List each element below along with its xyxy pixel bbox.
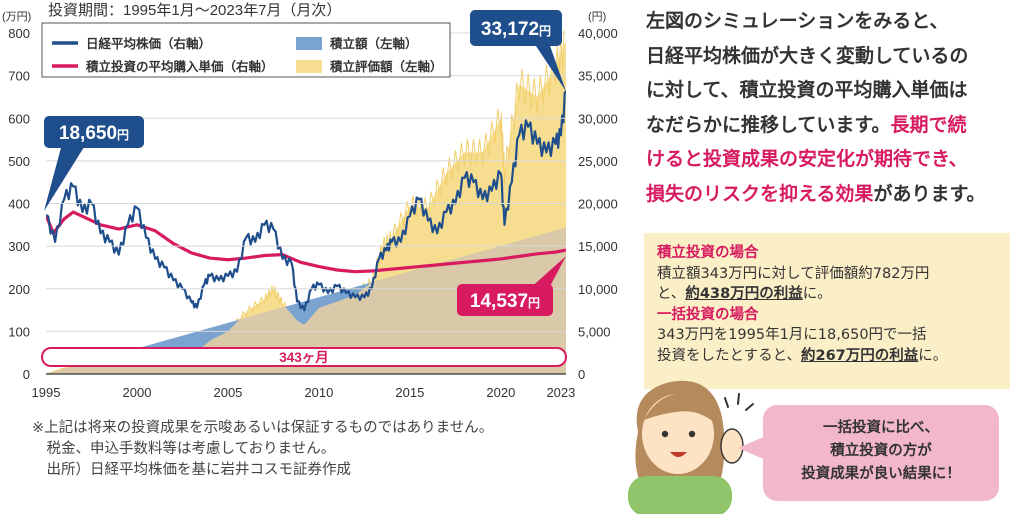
legend: 日経平均株価（右軸） 積立投資の平均購入単価（右軸） 積立額（左軸） 積立評価額（左軸… [41,22,451,78]
left-eye [661,430,669,438]
right-tick-label: 10,000 [578,282,618,297]
right-tick-label: 35,000 [578,69,618,84]
left-tick-label: 600 [8,111,30,126]
duration-pill [41,347,567,367]
bubble-tail [738,436,766,460]
summary-line-1: 左図のシミュレーションをみると、 [646,10,949,32]
shirt-shape [628,476,732,514]
left-tick-label: 700 [8,69,30,84]
end-price-callout: 33,172円 [470,10,562,46]
summary-text: 左図のシミュレーションをみると、 日経平均株価が大きく変動しているの に対して、… [646,4,1008,211]
x-tick-label: 2023 [546,385,575,400]
right-eye [688,430,696,438]
left-tick-label: 0 [23,367,30,382]
right-tick-label: 40,000 [578,26,618,41]
x-tick-label: 1995 [32,385,61,400]
avg-price-callout-label: 14,537円 [470,291,540,312]
tsumitate-line-2a: と、 [657,286,686,302]
footnotes: ※上記は将来の投資成果を示唆あるいは保証するものではありません。 税金、申込手数… [32,418,493,481]
tsumitate-line-2: と、約438万円の利益に。 [657,284,1010,305]
ikkatsu-heading: 一括投資の場合 [657,306,759,323]
sparkle-marks [724,393,754,411]
summary-line-3: に対して、積立投資の平均購入単価は [646,79,968,101]
speech-bubble: 一括投資に比べ、 積立投資の方が 投資成果が良い結果に！ [763,405,999,501]
callout-pointer-avg [528,256,566,290]
right-tick-label: 15,000 [578,239,618,254]
summary-line-4: なだらかに推移しています。長期で続 [646,108,1008,143]
legend-label: 積立評価額（左軸） [329,59,443,74]
left-tick-label: 100 [8,324,30,339]
bubble-line-3: 投資成果が良い結果に！ [801,466,961,482]
legend-label: 日経平均株価（右軸） [86,36,211,51]
x-tick-label: 2000 [123,385,152,400]
chart: 投資期間：1995年1月～2023年7月（月次） (万円) (円) 0 100 20… [2,2,618,400]
ikkatsu-line-2: 投資をしたとすると、約267万円の利益に。 [657,346,1010,367]
ikkatsu-line-2c: に。 [918,347,948,364]
right-tick-label: 20,000 [578,197,618,212]
footnote-1: ※上記は将来の投資成果を示唆あるいは保証するものではありません。 [32,420,494,436]
legend-box [41,22,451,78]
legend-label: 積立額（左軸） [329,36,418,51]
average-price-line [46,210,566,274]
legend-label: 積立投資の平均購入単価（右軸） [85,59,274,74]
right-axis-unit: (円) [588,11,606,23]
tsumitate-heading: 積立投資の場合 [657,245,759,261]
left-tick-label: 800 [8,26,30,41]
start-price-callout-box [44,116,144,148]
summary-line-4-plain: なだらかに推移しています。 [646,113,891,136]
chart-title: 投資期間：1995年1月～2023年7月（月次） [48,2,341,19]
avg-price-callout-box [457,284,553,316]
legend-swatch [296,60,322,73]
summary-line-6-highlight: 損失のリスクを抑える効果 [646,182,874,205]
summary-line-4-highlight: 長期で続 [890,113,967,136]
footnote-3: 出所）日経平均株価を基に岩井コスモ証券作成 [32,462,351,478]
x-tick-label: 2005 [213,385,242,400]
summary-line-2: 日経平均株価が大きく変動しているの [646,44,969,67]
left-tick-label: 500 [8,154,30,169]
woman-illustration [628,380,754,514]
left-tick-label: 300 [8,239,30,254]
right-tick-label: 30,000 [578,111,618,126]
start-price-callout-label: 18,650円 [59,123,129,144]
footnote-2: 税金、申込手数料等は考慮しておりません。 [32,441,336,457]
ikkatsu-line-2a: 投資をしたとすると、 [657,347,801,364]
left-tick-label: 400 [8,197,30,212]
summary-line-6: 損失のリスクを抑える効果があります。 [646,177,1008,212]
end-price-callout-box [470,10,562,46]
legend-swatch [296,37,322,50]
summary-line-6-plain: があります。 [873,182,986,205]
x-tick-label: 2015 [395,385,424,400]
tsumitate-line-2c: に。 [802,286,832,302]
start-price-callout: 18,650円 [44,116,144,148]
right-tick-label: 25,000 [578,154,618,169]
callouts: 18,650円 33,172円 14,537円 343ヶ月 [41,10,567,367]
duration-label: 343ヶ月 [279,350,329,365]
ikkatsu-line-1: 343万円を1995年1月に18,650円で一括 [657,327,927,343]
comparison-box: 積立投資の場合 積立額343万円に対して評価額約782万円 と、約438万円の利… [644,233,1010,389]
plot-area [46,30,566,375]
x-tick-label: 2010 [304,385,333,400]
callout-pointer-end [532,40,566,92]
ikkatsu-profit: 約267万円の利益 [800,347,919,364]
bubble-line-2: 積立投資の方が [830,443,932,459]
end-price-callout-label: 33,172円 [481,19,551,40]
avg-price-callout: 14,537円 [457,284,553,316]
right-tick-label: 0 [578,367,585,382]
bubble-line-1: 一括投資に比べ、 [823,420,939,436]
right-tick-label: 5,000 [578,324,611,339]
bangs-shape [644,393,716,424]
summary-line-5: けると投資成果の安定化が期待でき、 [646,148,968,170]
tsumitate-profit: 約438万円の利益 [685,286,803,302]
x-tick-label: 2020 [486,385,515,400]
tsumitate-line-1: 積立額343万円に対して評価額約782万円 [657,265,930,282]
left-axis-unit: (万円) [2,11,31,23]
mouth-shape [670,452,687,457]
left-tick-label: 200 [8,282,30,297]
callout-pointer-start [44,144,86,212]
